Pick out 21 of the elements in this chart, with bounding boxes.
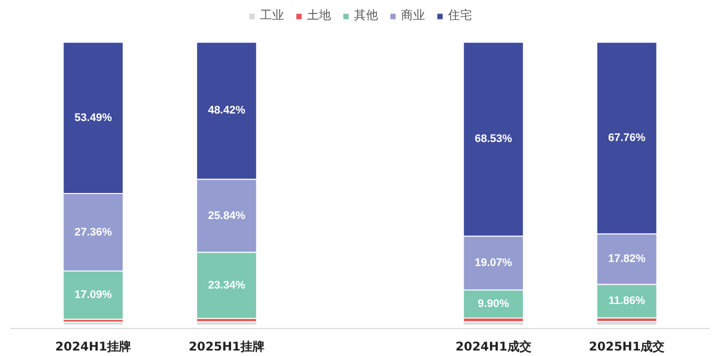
data-label: 67.76%: [608, 132, 646, 144]
legend-label: 商业: [401, 7, 425, 24]
data-label: 53.49%: [74, 112, 112, 124]
data-label: 17.82%: [608, 253, 646, 266]
x-tick-label: 2024H1成交: [456, 340, 532, 354]
data-label: 68.53%: [474, 133, 512, 146]
data-label: 23.34%: [208, 279, 246, 292]
data-label: 48.42%: [208, 104, 246, 117]
data-label: 25.84%: [208, 210, 246, 222]
legend-label: 其他: [354, 7, 378, 24]
legend-label: 住宅: [448, 7, 472, 24]
data-label: 17.09%: [74, 289, 112, 302]
data-label: 27.36%: [74, 226, 112, 238]
x-tick-label: 2025H1挂牌: [188, 340, 265, 354]
legend-label: 工业: [260, 7, 284, 24]
data-label: 11.86%: [608, 295, 646, 308]
x-tick-label: 2025H1成交: [588, 340, 665, 354]
data-label: 9.90%: [478, 298, 510, 310]
x-tick-label: 2024H1挂牌: [55, 340, 132, 354]
data-label: 19.07%: [474, 257, 512, 270]
legend-label: 土地: [307, 7, 331, 24]
